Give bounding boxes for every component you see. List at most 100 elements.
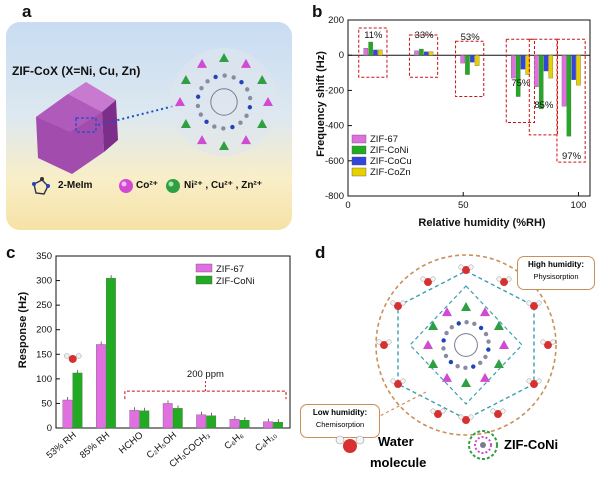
hydrogen-icon	[430, 408, 436, 414]
chart-b-pct-label: 85%	[534, 100, 554, 111]
framework-node-icon	[480, 372, 490, 382]
chart-b-bar	[423, 51, 429, 56]
framework-node-icon	[257, 75, 268, 84]
chart-b-legend-label: ZIF-67	[370, 134, 398, 145]
high-humidity-title: High humidity:	[528, 260, 584, 269]
framework-atom-icon	[230, 124, 235, 130]
chart-b-legend-swatch	[351, 167, 367, 177]
hydrogen-icon	[540, 339, 546, 345]
chart-b-bar	[534, 55, 539, 88]
framework-atom-icon	[247, 95, 253, 101]
chart-c-xtick-label: C₆H₁₀	[253, 430, 279, 454]
chart-b-group-box	[358, 27, 388, 78]
hydrogen-icon	[440, 408, 446, 414]
framework-atom-icon	[213, 74, 218, 80]
chart-b-bar	[525, 55, 531, 75]
chart-b-group-box	[408, 34, 439, 78]
chart-c-xtick-label: 53% RH	[44, 430, 78, 461]
framework-atom-icon	[478, 325, 484, 331]
chart-b-legend-swatch	[351, 156, 367, 166]
panel-a-title: ZIF-CoX (X=Ni, Cu, Zn)	[12, 64, 141, 78]
framework-atom-icon	[483, 331, 489, 337]
chart-c-ytick-label: 200	[36, 325, 52, 336]
framework-node-icon	[493, 359, 504, 368]
framework-node-icon	[197, 135, 207, 145]
chart-b-xtick-label: 50	[458, 200, 469, 211]
hydrogen-icon	[550, 339, 556, 345]
water-molecule-icon	[335, 435, 365, 453]
hydrogen-icon	[458, 414, 464, 420]
chart-b-bar	[538, 55, 544, 110]
chart-c: Response (Hz) 0 50 100 150 200 250 300 350 53% R…	[17, 251, 291, 470]
framework-atom-icon	[205, 79, 210, 84]
chart-c-bar	[196, 414, 207, 429]
chart-c-bar	[273, 421, 283, 429]
hydrogen-icon	[468, 414, 474, 420]
panel-d-illustration	[375, 254, 557, 436]
chart-c-ytick-label: 50	[41, 398, 52, 409]
chart-c-bar	[129, 410, 140, 429]
chart-b-group-box	[528, 38, 559, 136]
hydrogen-icon	[386, 339, 392, 345]
chart-c-bar	[239, 419, 250, 429]
framework-node-icon	[461, 378, 471, 387]
chart-b-group-box	[505, 38, 535, 124]
framework-atom-icon	[486, 347, 491, 352]
framework-node-icon	[175, 97, 185, 106]
legend-metal-label: Ni²⁺ , Cu²⁺ , Zn²⁺	[184, 180, 263, 191]
hydrogen-icon	[536, 300, 542, 306]
framework-node-icon	[241, 58, 251, 68]
chart-c-ytick-label: 150	[36, 349, 52, 360]
legend-co-label: Co²⁺	[136, 180, 158, 191]
water-molecule-icon	[380, 341, 388, 349]
framework-atom-icon	[448, 359, 454, 365]
legend-water-line1: Water	[378, 434, 414, 449]
chart-c-legend-swatch	[195, 275, 213, 285]
framework-atom-icon	[471, 364, 476, 369]
chart-b-xtick-label: 0	[345, 200, 350, 211]
chart-c-bracket	[124, 390, 287, 400]
chart-c-bar	[229, 419, 240, 429]
framework-node-icon	[180, 119, 191, 128]
chart-b-group-box	[455, 40, 485, 98]
chart-b-bar	[373, 49, 378, 56]
chart-b-pct-label: 11%	[364, 30, 383, 41]
chart-b-pct-label: 75%	[511, 78, 531, 89]
chart-b-pct-label: 53%	[461, 32, 481, 43]
water-molecule-icon	[462, 266, 470, 274]
hydrogen-icon	[420, 276, 426, 282]
framework-atom-icon	[244, 113, 249, 118]
water-molecule-icon	[68, 354, 77, 363]
framework-atom-icon	[486, 339, 491, 344]
chart-c-bar	[72, 372, 83, 429]
hydrogen-icon	[376, 339, 382, 345]
framework-atom-icon	[464, 320, 469, 325]
framework-atom-icon	[463, 365, 468, 370]
chart-c-ytick-label: 0	[47, 423, 52, 434]
framework-node-icon	[180, 75, 191, 84]
hydrogen-icon	[526, 378, 532, 384]
legend-water-line2: molecule	[370, 455, 427, 470]
chart-b-bar	[419, 48, 424, 56]
chart-c-ytick-label: 100	[36, 374, 52, 385]
chart-b-bar	[474, 55, 480, 66]
chart-b-bar	[520, 55, 526, 70]
chart-b-legend-label: ZIF-CoCu	[370, 156, 412, 167]
framework-atom-icon	[198, 112, 204, 117]
framework-node-icon	[263, 97, 273, 106]
framework-cluster-icon	[170, 48, 278, 156]
chart-b-ytick-label: -800	[325, 191, 344, 202]
hydrogen-icon	[75, 353, 82, 359]
framework-node-icon	[219, 53, 229, 62]
chart-c-bar	[206, 415, 217, 429]
hydrogen-icon	[390, 378, 396, 384]
water-molecule-icon	[530, 380, 538, 388]
chart-c-bar	[172, 408, 183, 429]
framework-atom-icon	[239, 80, 244, 85]
framework-node-icon	[493, 321, 504, 330]
framework-node-icon	[257, 119, 268, 128]
hydrogen-icon	[506, 276, 512, 282]
chart-b-ytick-label: -200	[325, 85, 344, 96]
panel-c-label: c	[6, 243, 16, 262]
framework-atom-icon	[449, 324, 454, 330]
